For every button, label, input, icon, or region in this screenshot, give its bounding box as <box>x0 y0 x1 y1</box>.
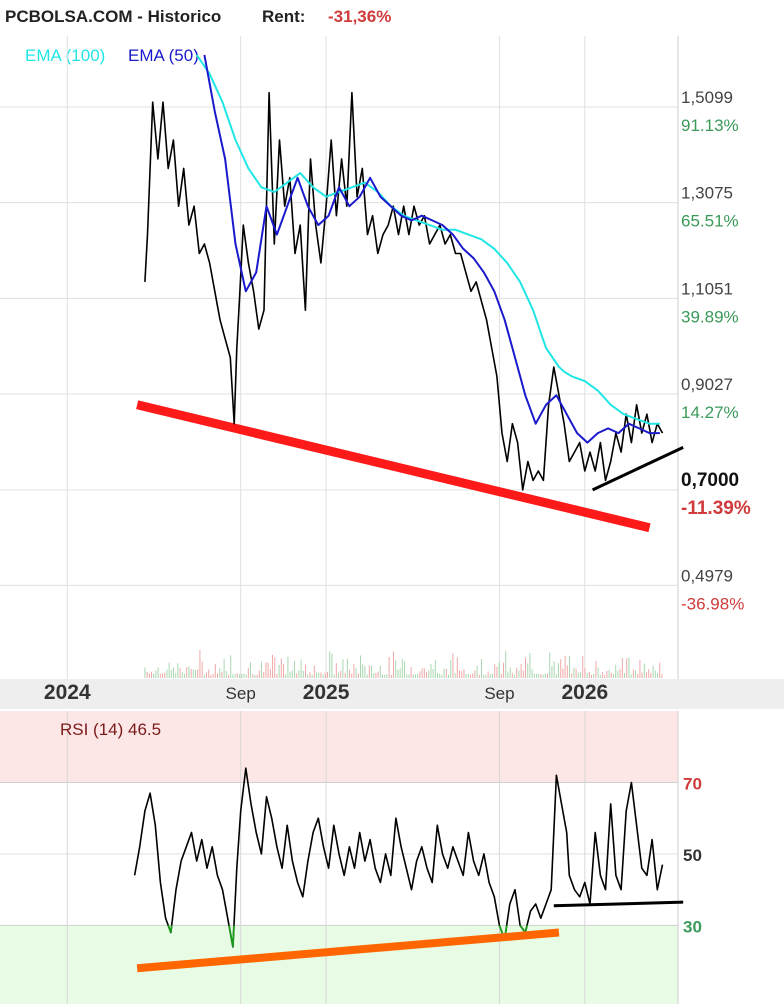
price-tick-pct: -36.98% <box>681 594 744 613</box>
price-tick-label: 0,9027 <box>681 375 733 394</box>
rsi-tick-label: 30 <box>683 917 702 936</box>
date-axis-band <box>0 679 784 709</box>
trendline-support_black <box>591 445 684 492</box>
price-tick-label: 0,4979 <box>681 566 733 585</box>
price-tick-pct: 14.27% <box>681 403 739 422</box>
date-tick-label: Sep <box>226 684 256 703</box>
rsi-series <box>133 767 664 948</box>
legend-ema50: EMA (50) <box>128 46 199 65</box>
series-rsi <box>133 767 664 948</box>
series-price <box>144 91 664 491</box>
price-y-axis: 1,5099 91.13% 1,3075 65.51% 1,1051 39.89% 0,90… <box>681 88 751 613</box>
series-ema100 <box>195 54 660 425</box>
date-tick-label: 2025 <box>303 681 350 704</box>
rent-label: Rent: <box>262 7 305 26</box>
date-axis: 2024 Sep 2025 Sep 2026 <box>44 681 608 704</box>
price-tick-label: 1,1051 <box>681 279 733 298</box>
price-tick-label: 1,3075 <box>681 184 733 203</box>
rsi-tick-label: 50 <box>683 846 702 865</box>
trendline-support_red <box>136 400 651 533</box>
date-tick-label: 2026 <box>561 681 608 704</box>
rsi-bands <box>0 711 678 1004</box>
price-tick-pct: 39.89% <box>681 307 739 326</box>
rsi-trendline-support_black <box>553 900 684 908</box>
rsi-overbought-band <box>0 711 678 783</box>
rsi-oversold-band <box>0 925 678 1004</box>
series-ema50 <box>203 54 660 444</box>
rsi-trendline-rsi_trend <box>136 928 560 973</box>
price-tick-pct: -11.39% <box>681 498 751 519</box>
price-tick-label: 0,7000 <box>681 470 739 491</box>
price-grid <box>0 36 679 679</box>
legend-ema100: EMA (100) <box>25 46 105 65</box>
rsi-title: RSI (14) 46.5 <box>60 720 161 739</box>
rsi-y-axis: 70 50 30 <box>683 774 702 936</box>
rsi-trendlines <box>136 900 684 973</box>
price-trendlines <box>136 400 684 533</box>
price-tick-pct: 65.51% <box>681 212 739 231</box>
price-series <box>144 54 664 491</box>
date-tick-label: 2024 <box>44 681 91 704</box>
volume-bars <box>144 649 663 678</box>
rent-value: -31,36% <box>328 7 391 26</box>
rsi-tick-label: 70 <box>683 774 702 793</box>
price-tick-pct: 91.13% <box>681 116 739 135</box>
date-tick-label: Sep <box>484 684 514 703</box>
price-tick-label: 1,5099 <box>681 88 733 107</box>
site-title: PCBOLSA.COM - Historico <box>5 7 221 26</box>
